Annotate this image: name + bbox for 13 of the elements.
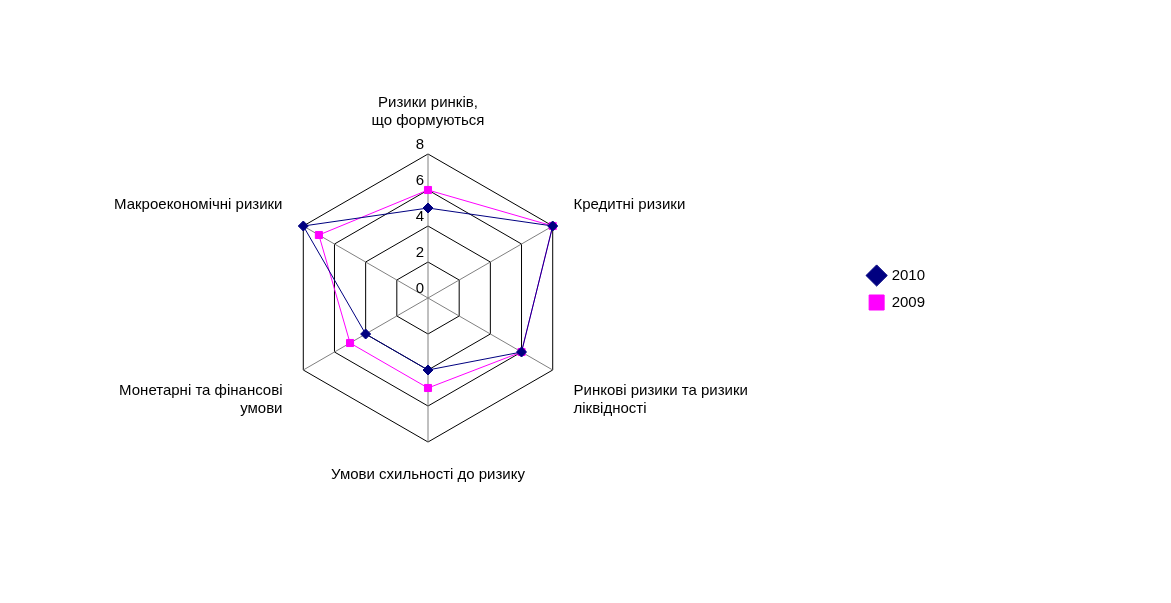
spoke-label: Ризики ринків, що формуються (371, 93, 485, 129)
y-tick-label: 4 (415, 207, 424, 225)
spoke-label: Умови схильності до ризику (331, 465, 526, 483)
y-tick-label: 0 (415, 279, 424, 297)
spoke-label: Кредитні ризики (573, 195, 686, 213)
y-tick-label: 2 (415, 243, 424, 261)
legend-label: 2009 (891, 292, 926, 310)
spoke-label: Ринкові ризики та ризики ліквідності (573, 381, 748, 417)
y-tick-label: 6 (415, 171, 424, 189)
legend-label: 2010 (891, 265, 926, 283)
spoke-label: Макроекономічні ризики (114, 195, 283, 213)
spoke-label: Монетарні та фінансові умови (119, 381, 283, 417)
y-tick-label: 8 (415, 135, 424, 153)
